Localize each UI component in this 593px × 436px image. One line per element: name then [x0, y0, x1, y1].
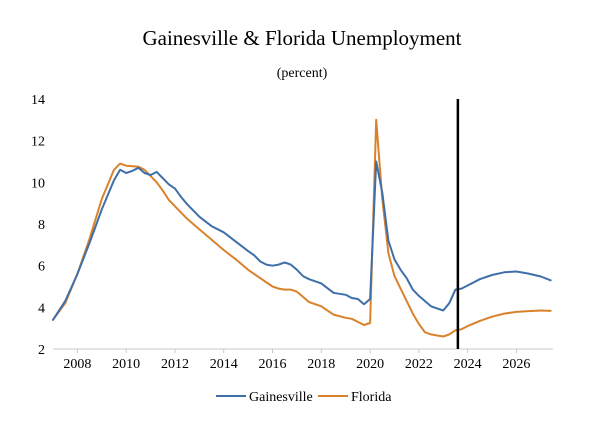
- y-tick-label: 12: [31, 135, 45, 150]
- x-tick-label: 2010: [112, 357, 140, 372]
- series-line-gainesville: [52, 160, 552, 321]
- x-tick-label: 2018: [307, 357, 335, 372]
- legend: Gainesville Florida: [216, 390, 392, 405]
- y-axis-ticks: 2 4 6 8 10 12 14: [31, 93, 45, 358]
- x-axis-ticks: 2008 2010 2012 2014 2016 2018 2020 2022 2024 2026: [63, 349, 530, 372]
- y-tick-label: 4: [38, 301, 45, 316]
- y-tick-label: 6: [38, 260, 45, 275]
- x-tick-label: 2022: [405, 357, 433, 372]
- x-tick-label: 2008: [63, 357, 91, 372]
- x-tick-label: 2020: [356, 357, 384, 372]
- chart-title: Gainesville & Florida Unemployment: [142, 26, 461, 50]
- y-tick-label: 10: [31, 176, 45, 191]
- y-tick-label: 2: [38, 343, 45, 358]
- x-tick-label: 2014: [210, 357, 238, 372]
- x-tick-label: 2026: [502, 357, 530, 372]
- y-tick-label: 14: [31, 93, 45, 108]
- series-lines: [52, 118, 552, 338]
- x-tick-label: 2016: [259, 357, 287, 372]
- x-tick-label: 2024: [454, 357, 482, 372]
- y-tick-label: 8: [38, 218, 45, 233]
- x-tick-label: 2012: [161, 357, 189, 372]
- legend-label-florida: Florida: [351, 390, 392, 405]
- chart-subtitle: (percent): [277, 66, 328, 81]
- legend-label-gainesville: Gainesville: [249, 390, 313, 405]
- series-line-florida: [52, 118, 552, 338]
